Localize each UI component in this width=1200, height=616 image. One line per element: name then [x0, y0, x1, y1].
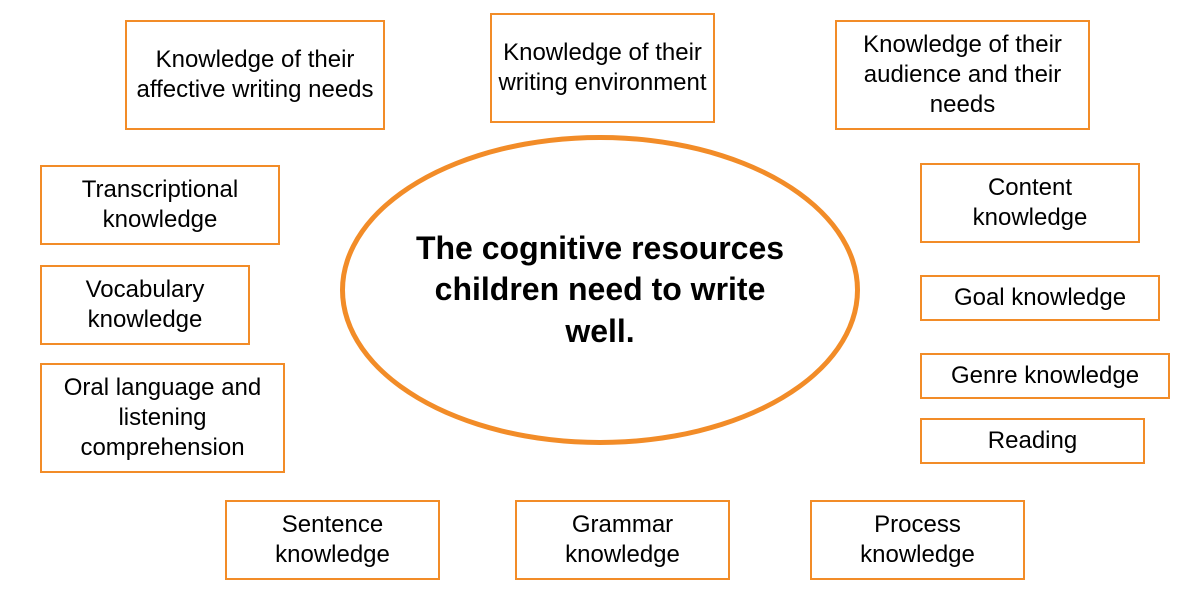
box-reading: Reading — [920, 418, 1145, 464]
center-text: The cognitive resources children need to… — [396, 228, 804, 353]
box-environment-label: Knowledge of their writing environment — [492, 36, 713, 100]
box-audience: Knowledge of their audience and their ne… — [835, 20, 1090, 130]
box-vocabulary: Vocabulary knowledge — [40, 265, 250, 345]
box-grammar: Grammar knowledge — [515, 500, 730, 580]
box-vocabulary-label: Vocabulary knowledge — [42, 273, 248, 337]
box-environment: Knowledge of their writing environment — [490, 13, 715, 123]
box-affective: Knowledge of their affective writing nee… — [125, 20, 385, 130]
box-sentence-label: Sentence knowledge — [227, 508, 438, 572]
box-process: Process knowledge — [810, 500, 1025, 580]
box-genre-label: Genre knowledge — [922, 359, 1168, 393]
box-content-label: Content knowledge — [922, 171, 1138, 235]
box-reading-label: Reading — [922, 424, 1143, 458]
box-oral-label: Oral language and listening comprehensio… — [42, 371, 283, 465]
box-goal-label: Goal knowledge — [922, 281, 1158, 315]
box-goal: Goal knowledge — [920, 275, 1160, 321]
box-genre: Genre knowledge — [920, 353, 1170, 399]
box-transcriptional: Transcriptional knowledge — [40, 165, 280, 245]
box-process-label: Process knowledge — [812, 508, 1023, 572]
box-content: Content knowledge — [920, 163, 1140, 243]
box-audience-label: Knowledge of their audience and their ne… — [837, 28, 1088, 122]
box-transcriptional-label: Transcriptional knowledge — [42, 173, 278, 237]
center-ellipse: The cognitive resources children need to… — [340, 135, 860, 445]
box-oral: Oral language and listening comprehensio… — [40, 363, 285, 473]
box-grammar-label: Grammar knowledge — [517, 508, 728, 572]
box-sentence: Sentence knowledge — [225, 500, 440, 580]
box-affective-label: Knowledge of their affective writing nee… — [127, 43, 383, 107]
